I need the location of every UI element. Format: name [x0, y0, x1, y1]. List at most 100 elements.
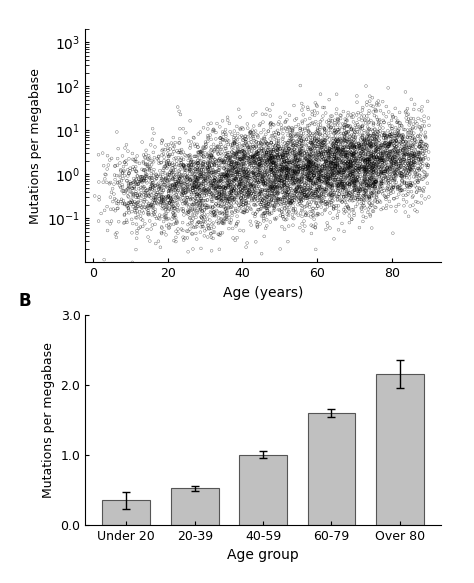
Point [290, 166, 298, 175]
Point [410, 157, 418, 166]
Point [237, 154, 245, 164]
Point [289, 194, 296, 203]
Point [268, 147, 275, 157]
Point [308, 162, 316, 171]
Point [406, 178, 413, 187]
Point [171, 185, 179, 195]
Point [287, 132, 295, 142]
Point [408, 187, 415, 196]
Point [237, 165, 244, 174]
Point [277, 144, 284, 153]
Point [366, 161, 374, 170]
Point [378, 177, 385, 186]
Point [221, 157, 228, 167]
Point [135, 198, 142, 207]
Point [254, 160, 262, 169]
Point [247, 179, 255, 188]
Point [219, 135, 227, 145]
Point [327, 150, 334, 160]
Point [334, 175, 341, 184]
Point [230, 127, 238, 136]
Point [373, 160, 381, 169]
Point [419, 121, 426, 131]
Point [407, 165, 414, 174]
Point [364, 131, 371, 141]
Point [263, 147, 270, 157]
Point [239, 201, 247, 210]
Point [260, 202, 268, 211]
Point [237, 147, 245, 157]
Point [159, 201, 166, 210]
Point [199, 159, 207, 168]
Point [344, 188, 351, 197]
Point [353, 97, 361, 107]
Point [235, 189, 243, 198]
Point [312, 198, 320, 208]
Point [361, 167, 369, 176]
Point [410, 152, 418, 161]
Point [372, 168, 380, 177]
Point [416, 164, 423, 174]
Point [332, 143, 339, 153]
Point [269, 166, 276, 175]
Point [353, 175, 360, 184]
Point [178, 196, 186, 206]
Point [362, 150, 369, 159]
Point [327, 128, 334, 137]
Point [223, 135, 231, 145]
Point [263, 215, 271, 224]
Point [299, 137, 307, 146]
Point [396, 139, 403, 149]
Point [168, 195, 175, 205]
Point [347, 125, 355, 134]
Point [394, 143, 402, 153]
Point [340, 170, 347, 179]
Point [222, 163, 230, 172]
Point [339, 157, 346, 167]
Point [337, 136, 344, 145]
Point [251, 185, 259, 195]
Point [222, 129, 230, 139]
Point [177, 149, 185, 158]
Point [285, 143, 293, 153]
Point [397, 157, 404, 166]
Point [328, 137, 335, 146]
Point [371, 135, 378, 144]
Point [307, 169, 315, 178]
Point [241, 148, 249, 157]
Point [303, 174, 310, 184]
Point [390, 151, 398, 160]
Point [385, 150, 392, 160]
Point [349, 167, 356, 176]
Point [260, 177, 267, 186]
Point [201, 138, 209, 147]
Point [209, 148, 216, 157]
Point [280, 150, 288, 159]
Point [293, 169, 301, 178]
Point [347, 175, 355, 185]
Point [242, 196, 250, 205]
Point [341, 157, 349, 167]
Point [318, 196, 325, 206]
Point [246, 156, 254, 166]
Point [408, 165, 416, 174]
Point [344, 128, 352, 138]
Point [266, 111, 274, 121]
Point [405, 150, 412, 159]
Point [274, 156, 282, 165]
Point [233, 182, 240, 192]
Point [373, 107, 380, 116]
Point [257, 172, 265, 181]
Point [219, 170, 226, 179]
Point [239, 182, 247, 192]
Point [366, 131, 374, 141]
Point [384, 174, 392, 183]
Point [186, 175, 194, 184]
Point [297, 151, 305, 160]
Point [279, 210, 286, 219]
Point [237, 180, 245, 189]
Point [169, 141, 177, 150]
Point [358, 122, 366, 131]
Point [345, 142, 352, 152]
Point [314, 168, 322, 178]
